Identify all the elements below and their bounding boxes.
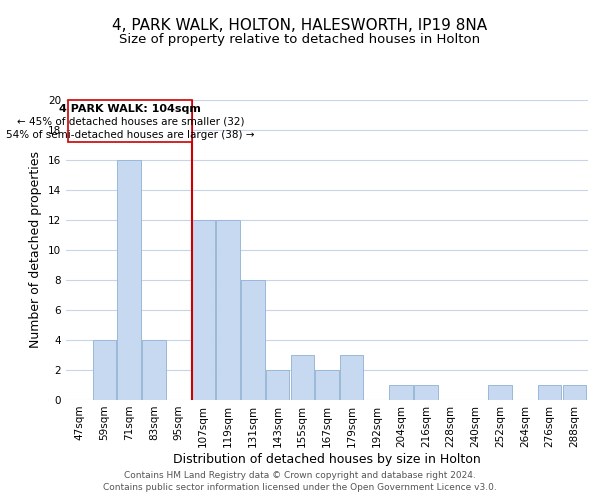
Bar	[142, 340, 166, 400]
Bar	[488, 385, 512, 400]
Text: Contains HM Land Registry data © Crown copyright and database right 2024.: Contains HM Land Registry data © Crown c…	[124, 471, 476, 480]
Bar	[266, 370, 289, 400]
Y-axis label: Number of detached properties: Number of detached properties	[29, 152, 43, 348]
Bar	[216, 220, 240, 400]
Bar	[340, 355, 364, 400]
Text: Size of property relative to detached houses in Holton: Size of property relative to detached ho…	[119, 32, 481, 46]
Text: Contains public sector information licensed under the Open Government Licence v3: Contains public sector information licen…	[103, 484, 497, 492]
Text: ← 45% of detached houses are smaller (32): ← 45% of detached houses are smaller (32…	[17, 116, 244, 126]
X-axis label: Distribution of detached houses by size in Holton: Distribution of detached houses by size …	[173, 452, 481, 466]
Bar	[389, 385, 413, 400]
Bar	[241, 280, 265, 400]
Bar	[92, 340, 116, 400]
Bar	[290, 355, 314, 400]
Bar	[538, 385, 562, 400]
Bar	[563, 385, 586, 400]
Text: 4 PARK WALK: 104sqm: 4 PARK WALK: 104sqm	[59, 104, 201, 114]
Bar	[414, 385, 438, 400]
Text: 4, PARK WALK, HOLTON, HALESWORTH, IP19 8NA: 4, PARK WALK, HOLTON, HALESWORTH, IP19 8…	[112, 18, 488, 32]
Bar	[191, 220, 215, 400]
Text: 54% of semi-detached houses are larger (38) →: 54% of semi-detached houses are larger (…	[6, 130, 254, 140]
Bar	[118, 160, 141, 400]
FancyBboxPatch shape	[68, 100, 192, 142]
Bar	[315, 370, 339, 400]
